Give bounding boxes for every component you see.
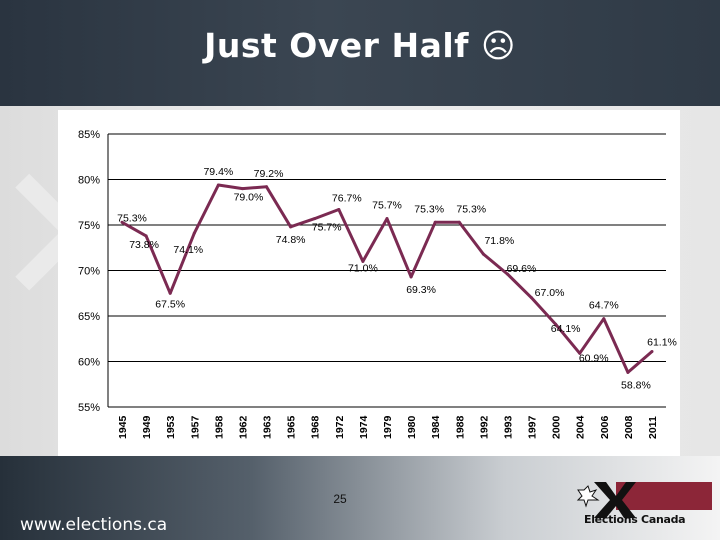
turnout-series-line [121,183,653,374]
data-label: 69.6% [507,263,537,275]
x-tick-label: 1988 [454,415,466,439]
turnout-line-chart: 55% 60% 65% 70% 75% 80% 85% 1945 1949 1953 1957 195… [78,129,677,439]
data-label: 79.2% [254,168,284,180]
data-point [626,370,630,374]
data-label: 76.7% [332,193,362,205]
x-tick-label: 1963 [262,415,274,439]
data-label: 75.3% [414,203,444,215]
data-point [120,220,124,224]
data-point [361,259,365,263]
x-tick-label: 1984 [430,415,442,439]
data-label: 71.0% [348,262,378,274]
data-point [216,183,220,187]
data-point [433,220,437,224]
data-point [481,252,485,256]
data-label: 74.8% [276,234,306,246]
slide-header [0,0,720,106]
x-tick-label: 1965 [286,415,298,439]
data-point [168,291,172,295]
y-tick-label: 55% [78,402,100,414]
x-tick-label: 1972 [334,415,346,439]
slide-footer [0,456,720,540]
data-label: 60.9% [579,352,609,364]
x-tick-label: 2000 [551,415,563,439]
x-tick-label: 1962 [237,415,249,439]
x-tick-label: 1958 [213,415,225,439]
x-tick-label: 1979 [382,415,394,439]
data-label: 64.7% [589,300,619,312]
data-point [578,351,582,355]
x-tick-label: 1993 [502,415,514,439]
page-number: 25 [333,492,347,506]
y-tick-label: 65% [78,311,100,323]
data-label: 75.3% [456,203,486,215]
data-label: 79.4% [203,166,233,178]
y-tick-label: 60% [78,357,100,369]
x-tick-label: 1968 [310,415,322,439]
data-point [457,220,461,224]
data-point [192,231,196,235]
data-label: 79.0% [234,192,264,204]
data-label: 75.7% [312,222,342,234]
x-tick-label: 1992 [478,415,490,439]
data-point [409,275,413,279]
x-tick-label: 1957 [189,415,201,439]
x-tick-label: 2008 [623,415,635,439]
data-point [554,322,558,326]
data-label: 75.3% [117,212,147,224]
x-tick-label: 1997 [527,415,539,439]
data-point [265,185,269,189]
x-tick-label: 2011 [647,416,659,439]
y-tick-label: 70% [78,266,100,278]
data-point [313,217,317,221]
data-label: 74.1% [173,244,203,256]
data-label: 67.0% [535,287,565,299]
data-label: 58.8% [621,379,651,391]
data-point [289,225,293,229]
data-label: 61.1% [647,336,677,348]
elections-canada-logo [576,482,712,518]
data-point [144,234,148,238]
data-point [602,317,606,321]
title-text: Just Over Half [204,26,470,65]
data-point [337,208,341,212]
footer-url-link[interactable]: www.elections.ca [20,515,168,535]
sad-face-icon: ☹ [481,26,516,65]
data-point [505,272,509,276]
data-point [650,349,654,353]
data-point [530,296,534,300]
data-label: 64.1% [551,323,581,335]
data-point [240,187,244,191]
x-tick-label: 1945 [117,415,129,439]
slide-title: Just Over Half ☹ [0,26,720,65]
x-tick-label: 1980 [406,415,418,439]
x-tick-label: 1949 [141,415,153,439]
logo-wordmark: Elections Canada [584,513,686,526]
data-label: 67.5% [155,298,185,310]
data-label: 73.8% [129,239,159,251]
y-tick-label: 85% [78,129,100,141]
x-tick-label: 1974 [358,415,370,439]
chart-container: 55% 60% 65% 70% 75% 80% 85% 1945 1949 1953 1957 195… [58,110,680,456]
data-label: 69.3% [406,284,436,296]
x-tick-label: 2006 [599,415,611,439]
x-tick-label: 1953 [165,415,177,439]
y-tick-label: 75% [78,220,100,232]
x-tick-label: 2004 [575,415,587,439]
data-label: 71.8% [484,235,514,247]
y-tick-label: 80% [78,175,100,187]
data-point [385,217,389,221]
data-label: 75.7% [372,200,402,212]
